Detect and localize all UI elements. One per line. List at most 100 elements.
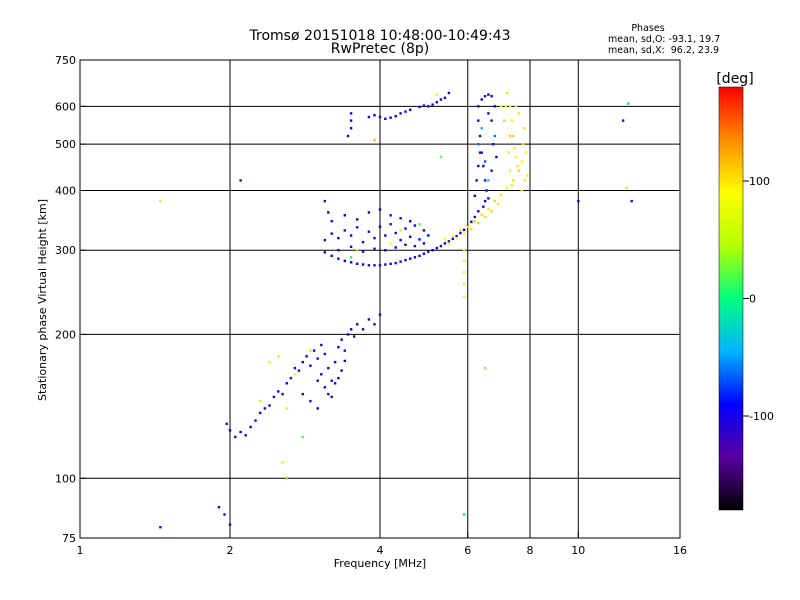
data-point [513,147,516,150]
data-point [475,179,478,182]
data-point [367,211,371,214]
data-point [378,225,382,228]
data-point [277,390,280,393]
data-point [470,220,473,223]
colorbar-tick-label: 100 [749,175,770,188]
data-point [394,246,397,249]
data-point [409,257,412,260]
data-point [627,102,630,105]
data-point [394,261,397,265]
data-point [418,254,421,257]
data-point [330,395,333,399]
data-point [217,506,221,509]
data-point [404,227,407,230]
data-point [228,523,232,526]
data-point [225,422,228,425]
data-point [462,295,466,298]
data-point [514,105,518,108]
data-point [285,382,288,385]
y-tick-label: 300 [55,244,76,257]
colorbar-tick-label: -100 [749,410,774,423]
data-point [490,95,493,98]
data-point [356,218,359,221]
data-point [470,228,473,231]
data-point [384,249,387,252]
data-point [431,103,434,106]
data-point [482,164,485,168]
data-point [478,134,482,138]
stats-line-x: mean, sd,X: 96.2, 23.9 [608,45,719,56]
data-point [487,197,490,200]
data-point [509,105,512,108]
data-point [330,379,333,382]
data-point [316,407,319,410]
data-point [268,404,271,407]
data-point [394,115,397,118]
data-point [361,240,365,244]
data-point [447,242,451,245]
grid-lines [80,60,680,538]
data-point [309,349,312,352]
data-point [521,143,525,146]
data-point [340,369,343,372]
data-point [159,526,162,529]
data-point [451,237,454,240]
data-point [239,430,242,434]
data-point [378,313,382,316]
data-point [349,127,353,130]
data-point [462,232,466,235]
data-point [373,247,376,250]
data-point [349,234,353,237]
data-point [526,174,529,177]
data-point [378,208,382,211]
data-point [524,151,528,154]
data-point [490,169,493,172]
data-point [289,376,293,380]
data-point [316,357,319,360]
data-point [305,355,308,358]
data-point [439,98,443,101]
data-point [418,238,421,241]
data-point [462,249,466,252]
data-point [517,169,521,172]
data-point [462,282,466,286]
data-point [516,164,519,168]
data-point [477,164,480,168]
data-point [435,101,438,104]
x-tick-label: 8 [527,544,534,557]
data-point [509,134,512,138]
stats-line-o: mean, sd,O: -93.1, 19.7 [608,34,720,45]
chart-title: Tromsø 20151018 10:48:00-10:49:43 [249,28,511,44]
y-axis-label: Stationary phase Virtual Height [km] [36,199,49,401]
data-point [462,228,466,231]
data-point [333,360,337,364]
data-point [404,110,407,113]
data-point [493,199,496,203]
data-point [422,242,426,245]
data-point [337,249,340,252]
data-point [320,373,323,376]
data-point [483,366,487,370]
data-point [404,243,407,246]
data-point [349,256,353,259]
y-tick-label: 500 [55,138,76,151]
data-point [301,435,304,439]
data-point [323,251,326,254]
data-point [343,214,346,217]
data-point [389,242,392,245]
data-point [427,105,430,108]
data-point [483,215,487,219]
data-point [323,238,326,242]
colorbar-label: [deg] [716,71,753,87]
data-point [630,199,633,203]
data-point [514,155,518,159]
y-tick-label: 75 [62,532,76,545]
data-point [337,257,340,260]
data-point [373,236,376,240]
data-point [507,151,510,154]
data-point [309,399,312,403]
data-point [447,240,451,243]
data-point [268,360,271,364]
data-point [356,249,359,252]
data-point [327,392,330,396]
